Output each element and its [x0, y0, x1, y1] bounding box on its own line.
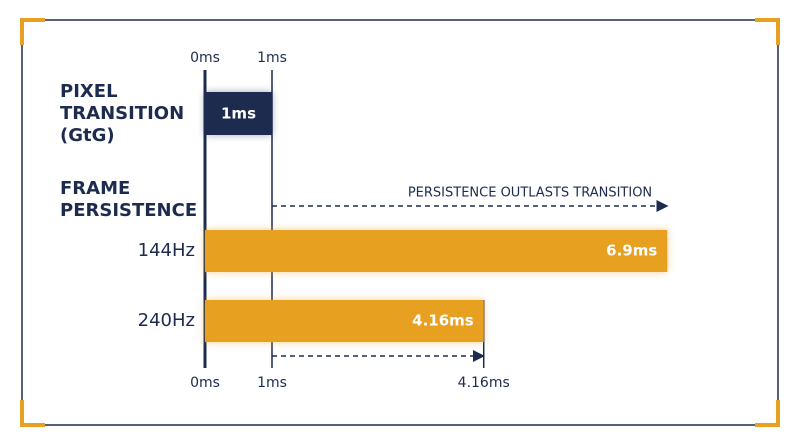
title-line: FRAME — [60, 178, 130, 199]
annotation: PERSISTENCE OUTLASTS TRANSITION — [408, 186, 652, 201]
bar — [205, 230, 668, 272]
bar — [205, 300, 484, 342]
top-tick-label: 0ms — [190, 50, 220, 66]
row-label: 240Hz — [138, 310, 195, 331]
bottom-tick-label: 4.16ms — [458, 375, 510, 391]
row-label: 144Hz — [138, 240, 195, 261]
bottom-tick-label: 1ms — [257, 375, 287, 391]
bottom-tick-label: 0ms — [190, 375, 220, 391]
timeline: 0ms 1ms 0ms 1ms 4.16ms 1ms PERSISTENCE OUTLAST… — [138, 50, 669, 391]
frame — [21, 19, 779, 426]
title-line: (GtG) — [60, 125, 115, 146]
title-line: PIXEL — [60, 81, 118, 102]
bar — [205, 92, 272, 135]
bar-label: 1ms — [221, 105, 256, 123]
bar-label: 6.9ms — [606, 242, 657, 260]
title-line: TRANSITION — [60, 103, 184, 124]
title-line: PERSISTENCE — [60, 200, 197, 221]
bar-label: 4.16ms — [412, 312, 474, 330]
corner-brackets — [20, 18, 780, 427]
top-tick-label: 1ms — [257, 50, 287, 66]
